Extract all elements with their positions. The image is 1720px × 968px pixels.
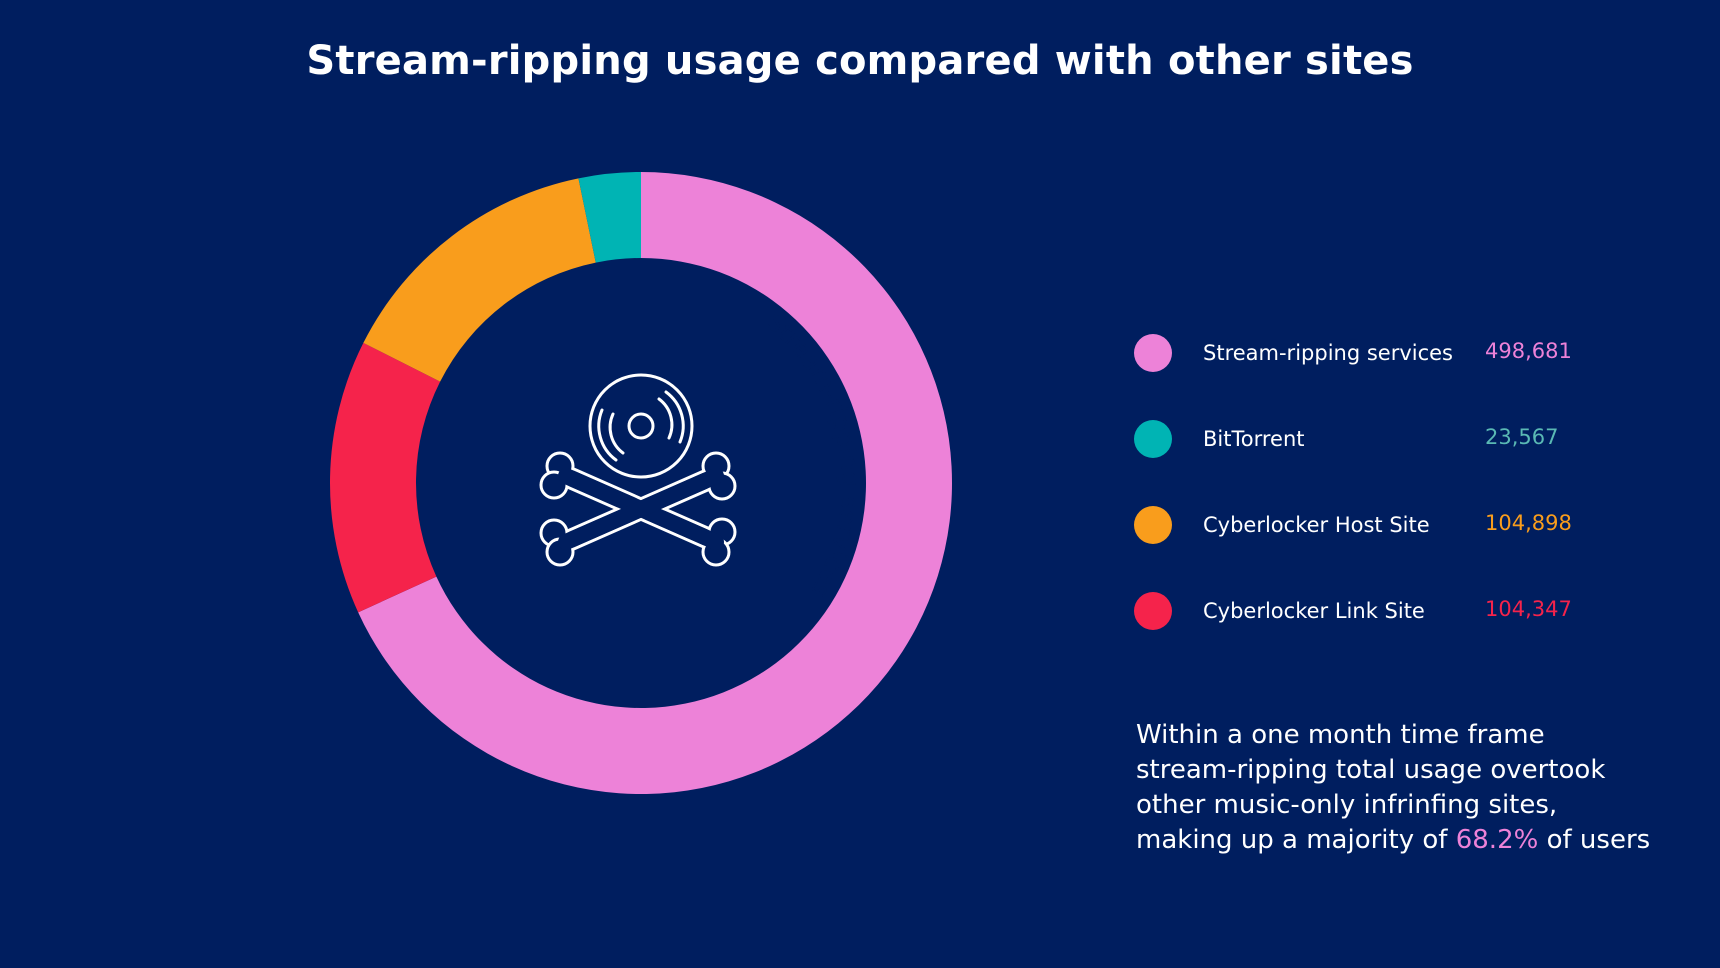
donut-slice-cyberlocker-host-site — [363, 178, 596, 382]
legend-dot-cyberlocker-link — [1134, 592, 1172, 630]
vinyl-skull-crossbones-icon — [539, 373, 737, 567]
chart-title: Stream-ripping usage compared with other… — [306, 38, 1414, 84]
legend-value: 104,898 — [1485, 511, 1572, 535]
legend-value: 104,347 — [1485, 597, 1572, 621]
legend-value: 498,681 — [1485, 339, 1572, 363]
legend-dot-bittorrent — [1134, 420, 1172, 458]
note-line-4-before: making up a majority of — [1136, 825, 1456, 855]
note-line-4-after: of users — [1538, 825, 1651, 855]
note-line-1: Within a one month time frame — [1136, 720, 1545, 750]
legend-value: 23,567 — [1485, 425, 1559, 449]
donut-slices — [330, 172, 952, 795]
legend-item-cyberlocker-host: Cyberlocker Host Site 104,898 — [1134, 504, 1614, 544]
legend-item-stream-ripping: Stream-ripping services 498,681 — [1134, 332, 1614, 372]
legend-item-cyberlocker-link: Cyberlocker Link Site 104,347 — [1134, 590, 1614, 630]
legend-dot-cyberlocker-host — [1134, 506, 1172, 544]
legend: Stream-ripping services 498,681 BitTorre… — [1134, 332, 1614, 676]
legend-label: Cyberlocker Host Site — [1203, 513, 1430, 537]
legend-label: BitTorrent — [1203, 427, 1305, 451]
legend-item-bittorrent: BitTorrent 23,567 — [1134, 418, 1614, 458]
donut-slice-bittorrent — [578, 172, 641, 263]
summary-note: Within a one month time frame stream-rip… — [1136, 718, 1696, 858]
note-highlight-percent: 68.2% — [1455, 825, 1539, 855]
legend-label: Stream-ripping services — [1203, 341, 1454, 365]
note-line-2: stream-ripping total usage overtook — [1136, 755, 1606, 785]
legend-label: Cyberlocker Link Site — [1203, 599, 1425, 623]
note-line-4: making up a majority of 68.2% of users — [1136, 823, 1696, 858]
legend-dot-stream-ripping — [1134, 334, 1172, 372]
note-line-3: other music-only infrinfing sites, — [1136, 790, 1558, 820]
donut-slice-cyberlocker-link-site — [330, 342, 441, 613]
